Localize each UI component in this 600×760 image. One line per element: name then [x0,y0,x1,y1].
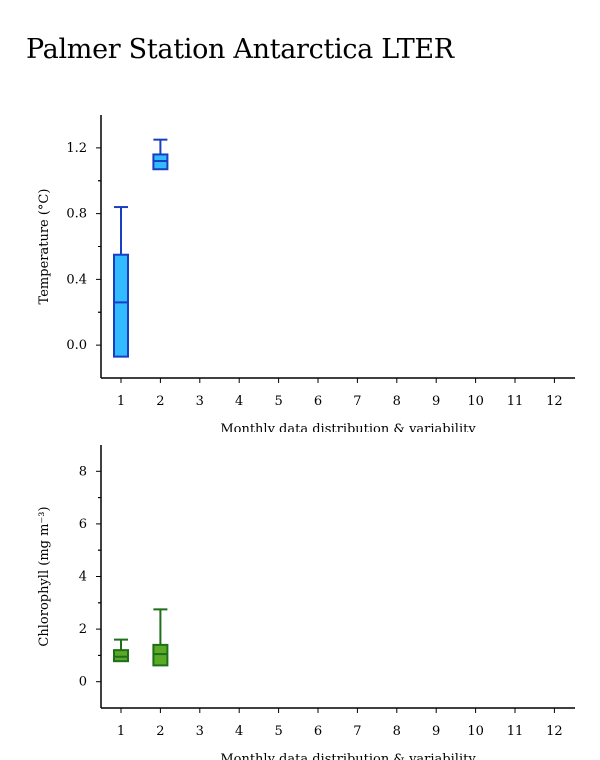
temp-x-tick-label: 9 [432,394,440,409]
chl-x-tick-label: 8 [393,724,401,739]
temp-y-tick-label: 0.8 [66,207,87,222]
temp-x-tick-label: 12 [546,394,563,409]
chl-y-tick-label: 8 [79,464,87,479]
temp-x-tick-label: 6 [314,394,322,409]
temp-x-tick-label: 7 [353,394,361,409]
chl-x-tick-label: 7 [353,724,361,739]
chl-y-tick-label: 6 [79,517,87,532]
chl-x-tick-label: 4 [235,724,243,739]
temp-x-tick-label: 3 [196,394,204,409]
chl-x-tick-label: 10 [467,724,484,739]
temp-x-tick-label: 10 [467,394,484,409]
chl-x-axis-label: Monthly data distribution & variability [220,752,476,760]
temp-x-axis-label: Monthly data distribution & variability [220,422,476,437]
temp-x-tick-label: 5 [274,394,282,409]
chl-x-tick-label: 2 [156,724,164,739]
temp-y-tick-label: 1.2 [66,141,87,156]
temp-y-tick-label: 0.4 [66,272,87,287]
chl-y-axis-label: Chlorophyll (mg m⁻³) [37,506,52,646]
temp-y-tick-label: 0.0 [66,338,87,353]
temp-x-tick-label: 2 [156,394,164,409]
temp-x-tick-label: 11 [507,394,524,409]
chl-x-tick-label: 3 [196,724,204,739]
temp-x-tick-label: 1 [117,394,125,409]
temp-y-axis-label: Temperature (°C) [37,189,52,305]
chl-y-tick-label: 4 [79,570,87,585]
chl-x-tick-label: 6 [314,724,322,739]
page-title: Palmer Station Antarctica LTER [26,34,454,65]
temp-box-month-1 [113,253,129,358]
chl-x-tick-label: 11 [507,724,524,739]
chl-y-tick-label: 2 [79,622,87,637]
temp-x-tick-label: 4 [235,394,243,409]
chl-box-month-1 [113,649,129,663]
chl-x-tick-label: 5 [274,724,282,739]
chl-x-tick-label: 1 [117,724,125,739]
temp-x-tick-label: 8 [393,394,401,409]
chl-x-tick-label: 9 [432,724,440,739]
chl-x-tick-label: 12 [546,724,563,739]
chl-box-month-2 [152,643,169,667]
chl-y-tick-label: 0 [79,675,87,690]
